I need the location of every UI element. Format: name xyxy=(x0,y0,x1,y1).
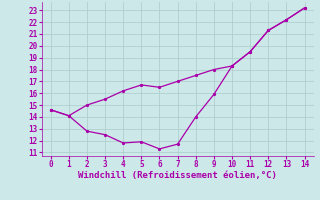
X-axis label: Windchill (Refroidissement éolien,°C): Windchill (Refroidissement éolien,°C) xyxy=(78,171,277,180)
